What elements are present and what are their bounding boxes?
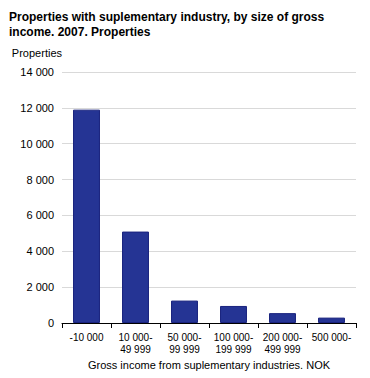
svg-text:499 999: 499 999	[264, 344, 301, 355]
svg-text:14 000: 14 000	[20, 66, 54, 78]
svg-text:200 000-: 200 000-	[263, 332, 302, 343]
svg-text:100 000-: 100 000-	[214, 332, 253, 343]
svg-text:2 000: 2 000	[26, 281, 54, 293]
svg-text:Gross income from suplementary: Gross income from suplementary industrie…	[88, 359, 331, 371]
svg-text:8 000: 8 000	[26, 174, 54, 186]
svg-text:Properties: Properties	[12, 47, 63, 59]
svg-text:4 000: 4 000	[26, 245, 54, 257]
svg-text:99 999: 99 999	[169, 344, 200, 355]
svg-text:10 000: 10 000	[20, 138, 54, 150]
svg-text:income. 2007. Properties: income. 2007. Properties	[9, 25, 151, 39]
svg-text:49 999: 49 999	[120, 344, 151, 355]
svg-text:0: 0	[48, 317, 54, 329]
svg-text:-10 000: -10 000	[70, 332, 104, 343]
svg-text:6 000: 6 000	[26, 209, 54, 221]
svg-text:10 000-: 10 000-	[119, 332, 153, 343]
svg-text:12 000: 12 000	[20, 102, 54, 114]
svg-text:199 999: 199 999	[215, 344, 252, 355]
svg-text:Properties with suplementary i: Properties with suplementary industry, b…	[9, 10, 328, 24]
svg-text:500 000-: 500 000-	[312, 332, 351, 343]
svg-text:50 000-: 50 000-	[168, 332, 202, 343]
